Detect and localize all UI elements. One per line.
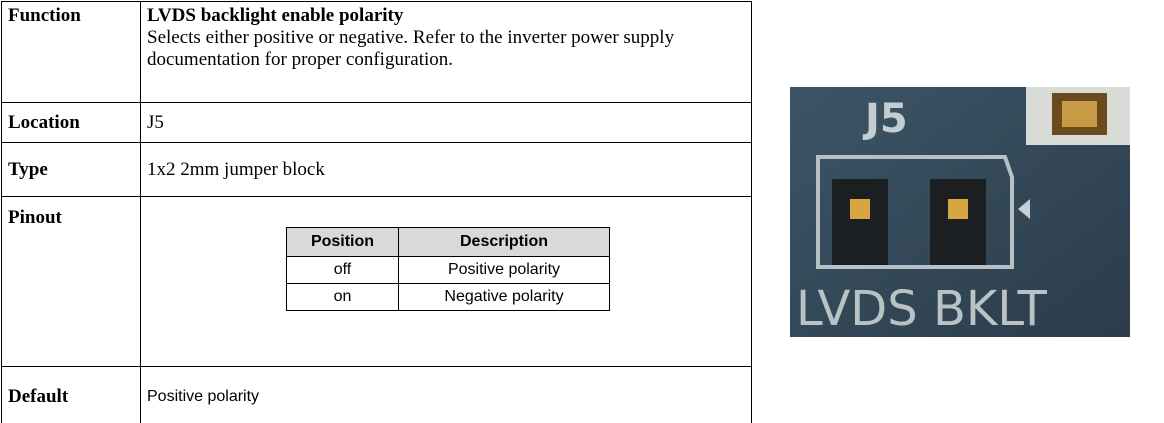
function-description: Selects either positive or negative. Ref… xyxy=(147,27,675,70)
row-label: Function xyxy=(1,1,141,103)
function-cell: LVDS backlight enable polarity Selects ei… xyxy=(140,1,752,103)
cell: Positive polarity xyxy=(398,256,610,284)
row-label: Location xyxy=(1,102,141,143)
row-label: Pinout xyxy=(1,196,141,367)
default-value: Positive polarity xyxy=(140,366,752,423)
type-value: 1x2 2mm jumper block xyxy=(140,142,752,197)
function-title: LVDS backlight enable polarity xyxy=(147,5,404,26)
board-photo: J5 LVDS BKLT xyxy=(790,87,1130,337)
photo-label: LVDS BKLT xyxy=(796,281,1048,337)
header-cell: Description xyxy=(398,227,610,257)
row-label: Default xyxy=(1,366,141,423)
cell: on xyxy=(286,283,399,311)
cell: off xyxy=(286,256,399,284)
photo-label: J5 xyxy=(862,96,908,142)
cell: Negative polarity xyxy=(398,283,610,311)
header-cell: Position xyxy=(286,227,399,257)
location-value: J5 xyxy=(140,102,752,143)
row-label: Type xyxy=(1,142,141,197)
spec-table: Function LVDS backlight enable polarity S… xyxy=(1,1,752,423)
pinout-table: Position Description off Positive polarity… xyxy=(286,227,610,311)
